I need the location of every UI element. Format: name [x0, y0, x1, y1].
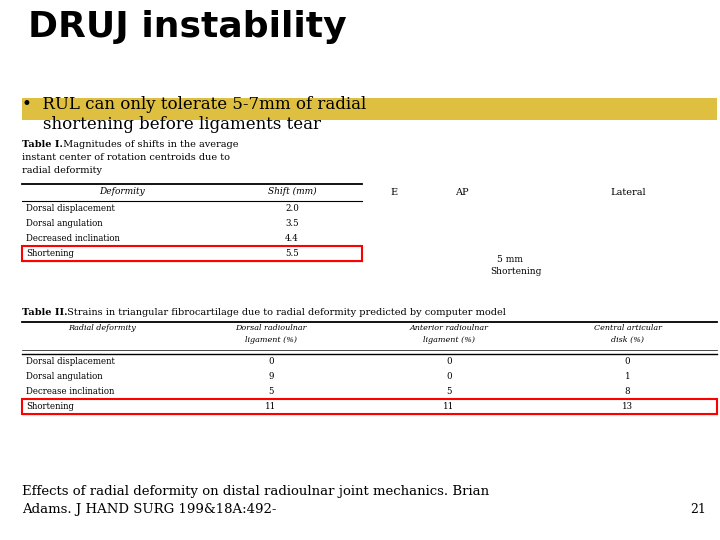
Text: 3.5: 3.5	[285, 219, 299, 228]
Text: Magnitudes of shifts in the average: Magnitudes of shifts in the average	[60, 140, 238, 149]
Text: Dorsal displacement: Dorsal displacement	[26, 357, 115, 366]
Text: Deformity: Deformity	[99, 187, 145, 196]
Text: Shortening: Shortening	[26, 402, 74, 411]
Text: disk (%): disk (%)	[611, 336, 644, 344]
Text: 0: 0	[446, 357, 452, 366]
Text: DRUJ instability: DRUJ instability	[28, 10, 346, 44]
Text: Central articular: Central articular	[593, 324, 662, 332]
Text: 5: 5	[269, 387, 274, 396]
Text: •  RUL can only tolerate 5-7mm of radial: • RUL can only tolerate 5-7mm of radial	[22, 96, 366, 113]
Text: 0: 0	[446, 372, 452, 381]
Text: Effects of radial deformity on distal radioulnar joint mechanics. Brian: Effects of radial deformity on distal ra…	[22, 485, 489, 498]
Text: ligament (%): ligament (%)	[423, 336, 475, 344]
Text: 0: 0	[268, 357, 274, 366]
Text: Anterior radioulnar: Anterior radioulnar	[410, 324, 488, 332]
Text: Table I.: Table I.	[22, 140, 63, 149]
Text: Decreased inclination: Decreased inclination	[26, 234, 120, 243]
Text: ligament (%): ligament (%)	[245, 336, 297, 344]
Text: 5: 5	[446, 387, 451, 396]
Text: 9: 9	[269, 372, 274, 381]
Text: 11: 11	[444, 402, 454, 411]
Text: Strains in triangular fibrocartilage due to radial deformity predicted by comput: Strains in triangular fibrocartilage due…	[64, 308, 506, 317]
Text: 8: 8	[625, 387, 630, 396]
Text: instant center of rotation centroids due to: instant center of rotation centroids due…	[22, 153, 230, 162]
Text: 5 mm: 5 mm	[497, 255, 523, 264]
Text: Dorsal displacement: Dorsal displacement	[26, 204, 115, 213]
Text: Table II.: Table II.	[22, 308, 68, 317]
Bar	[22, 98, 717, 120]
Text: Dorsal angulation: Dorsal angulation	[26, 372, 103, 381]
Text: 2.0: 2.0	[285, 204, 299, 213]
Text: 21: 21	[690, 503, 706, 516]
Text: Shift (mm): Shift (mm)	[268, 187, 316, 196]
Text: radial deformity: radial deformity	[22, 166, 102, 175]
Bar	[22, 399, 717, 414]
Text: 4.4: 4.4	[285, 234, 299, 243]
Text: E: E	[390, 188, 397, 197]
Text: Shortening: Shortening	[490, 267, 541, 276]
Text: 13: 13	[622, 402, 633, 411]
Text: 0: 0	[625, 357, 630, 366]
Text: Dorsal angulation: Dorsal angulation	[26, 219, 103, 228]
Text: Decrease inclination: Decrease inclination	[26, 387, 114, 396]
Text: shortening before ligaments tear: shortening before ligaments tear	[22, 116, 321, 133]
Text: Radial deformity: Radial deformity	[68, 324, 136, 332]
Text: Adams. J HAND SURG 199&18A:492-: Adams. J HAND SURG 199&18A:492-	[22, 503, 276, 516]
Text: Dorsal radioulnar: Dorsal radioulnar	[235, 324, 307, 332]
Text: 11: 11	[266, 402, 276, 411]
Text: 1: 1	[625, 372, 630, 381]
Text: AP: AP	[455, 188, 469, 197]
Text: Lateral: Lateral	[610, 188, 646, 197]
Text: Shortening: Shortening	[26, 249, 74, 258]
Text: 5.5: 5.5	[285, 249, 299, 258]
Bar	[22, 246, 362, 261]
